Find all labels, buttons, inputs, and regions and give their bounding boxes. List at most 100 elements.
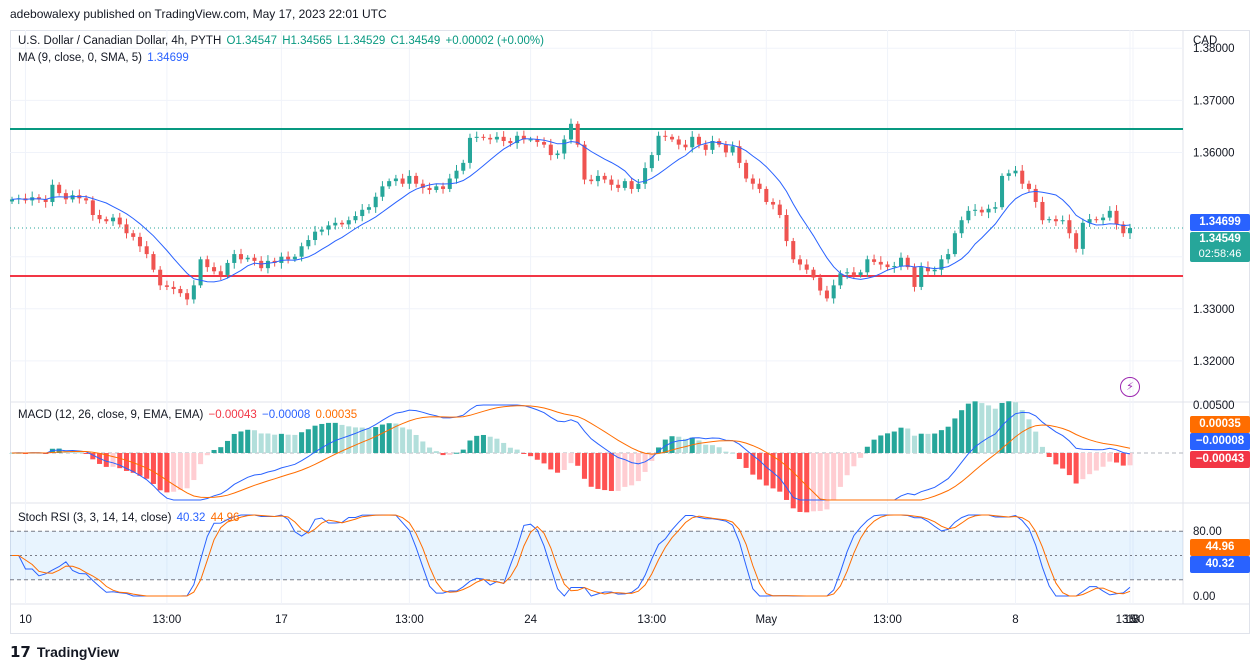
macd-histogram-bar xyxy=(1053,453,1059,465)
macd-histogram-bar xyxy=(656,447,662,453)
macd-histogram-bar xyxy=(474,435,480,453)
candle xyxy=(124,218,129,239)
candle xyxy=(555,150,560,159)
macd-histogram-bar xyxy=(918,433,924,453)
candle xyxy=(144,241,149,259)
macd-histogram-bar xyxy=(137,453,143,476)
candle xyxy=(198,256,203,288)
macd-histogram-bar xyxy=(945,426,951,453)
macd-histogram-bar xyxy=(575,453,581,466)
macd-histogram-bar xyxy=(346,426,352,453)
tradingview-logo-icon: 𝟭𝟳 xyxy=(10,644,31,661)
candle xyxy=(158,266,163,291)
macd-histogram-bar xyxy=(265,433,271,453)
candle xyxy=(481,134,486,141)
macd-histogram-bar xyxy=(615,453,621,491)
macd-histogram-bar xyxy=(231,433,237,453)
macd-histogram-bar xyxy=(595,453,601,489)
candle xyxy=(131,230,136,241)
candle xyxy=(245,255,250,262)
macd-histogram-bar xyxy=(326,422,332,453)
candle xyxy=(824,285,829,302)
candle xyxy=(966,206,971,224)
macd-histogram-bar xyxy=(932,433,938,453)
time-tick-label: May xyxy=(755,614,777,626)
macd-histogram-bar xyxy=(581,453,587,479)
macd-histogram-bar xyxy=(790,453,796,509)
candle xyxy=(353,211,358,224)
candle xyxy=(730,141,735,156)
macd-histogram-bar xyxy=(1087,453,1093,475)
candle xyxy=(1040,196,1045,225)
macd-histogram-bar xyxy=(453,452,460,454)
macd-histogram-bar xyxy=(198,453,204,465)
macd-legend: MACD (12, 26, close, 9, EMA, EMA) −0.000… xyxy=(18,409,359,421)
macd-histogram-bar xyxy=(999,402,1005,453)
macd-histogram-bar xyxy=(501,442,507,453)
macd-histogram-bar xyxy=(379,424,385,453)
macd-histogram-bar xyxy=(460,449,466,453)
ma-line xyxy=(11,138,1131,283)
macd-histogram-bar xyxy=(258,433,264,453)
macd-histogram-bar xyxy=(871,439,877,453)
candle xyxy=(750,174,755,190)
lightning-icon[interactable]: ⚡ xyxy=(1120,377,1140,397)
candle xyxy=(979,206,984,217)
candle xyxy=(959,216,964,238)
macd-histogram-bar xyxy=(561,453,567,470)
candle xyxy=(380,181,385,201)
stoch-legend: Stoch RSI (3, 3, 14, 14, close) 40.32 44… xyxy=(18,512,241,524)
macd-hist-value: −0.00043 xyxy=(208,409,257,421)
candle xyxy=(9,196,15,205)
candle xyxy=(797,255,803,271)
macd-histogram-bar xyxy=(979,403,985,453)
price-tick-label: 1.37000 xyxy=(1193,95,1235,107)
macd-histogram-bar xyxy=(709,445,715,453)
macd-histogram-bar xyxy=(925,433,931,453)
candle xyxy=(683,139,688,151)
stoch-pane xyxy=(10,514,1183,597)
low-value: L1.34529 xyxy=(337,35,386,47)
macd-histogram-bar xyxy=(588,453,594,487)
macd-histogram-bar xyxy=(272,434,278,453)
macd-histogram-bar xyxy=(1039,446,1045,453)
candle xyxy=(461,159,466,175)
candle xyxy=(151,251,156,273)
macd-histogram-bar xyxy=(1006,401,1012,453)
last-price-tag: 1.34549 02:58:46 xyxy=(1190,232,1250,262)
macd-histogram-bar xyxy=(1114,453,1120,463)
publisher-line: adebowalexy published on TradingView.com… xyxy=(10,7,387,21)
macd-tick-label: 0.00500 xyxy=(1193,400,1235,412)
macd-signal-value: 0.00035 xyxy=(315,409,358,421)
macd-histogram-bar xyxy=(447,453,453,455)
candle xyxy=(643,162,648,189)
footer: 𝟭𝟳 TradingView xyxy=(10,643,119,661)
macd-histogram-bar xyxy=(837,453,843,487)
macd-histogram-bar xyxy=(319,423,325,453)
macd-histogram-bar xyxy=(885,433,891,453)
candle xyxy=(582,141,587,185)
macd-histogram-bar xyxy=(831,453,837,501)
candle xyxy=(137,232,142,252)
candle xyxy=(326,221,331,236)
macd-histogram-bar xyxy=(797,453,803,512)
macd-histogram-bar xyxy=(177,453,183,491)
macd-histogram-bar xyxy=(305,429,311,453)
candle xyxy=(104,216,109,224)
candle xyxy=(50,179,55,207)
macd-histogram-bar xyxy=(292,434,298,453)
candle xyxy=(676,135,681,150)
macd-histogram-bar xyxy=(339,424,345,453)
stoch-label: Stoch RSI (3, 3, 14, 14, close) xyxy=(18,512,172,524)
candle xyxy=(474,131,479,143)
change-value: +0.00002 (+0.00%) xyxy=(445,35,544,47)
macd-histogram-bar xyxy=(851,453,857,467)
macd-histogram-bar xyxy=(783,453,790,500)
macd-histogram-bar xyxy=(285,434,291,453)
macd-histogram-bar xyxy=(1073,453,1079,484)
candle xyxy=(339,220,345,227)
candle xyxy=(656,131,661,161)
macd-histogram-bar xyxy=(1012,402,1019,453)
candle xyxy=(313,225,318,246)
